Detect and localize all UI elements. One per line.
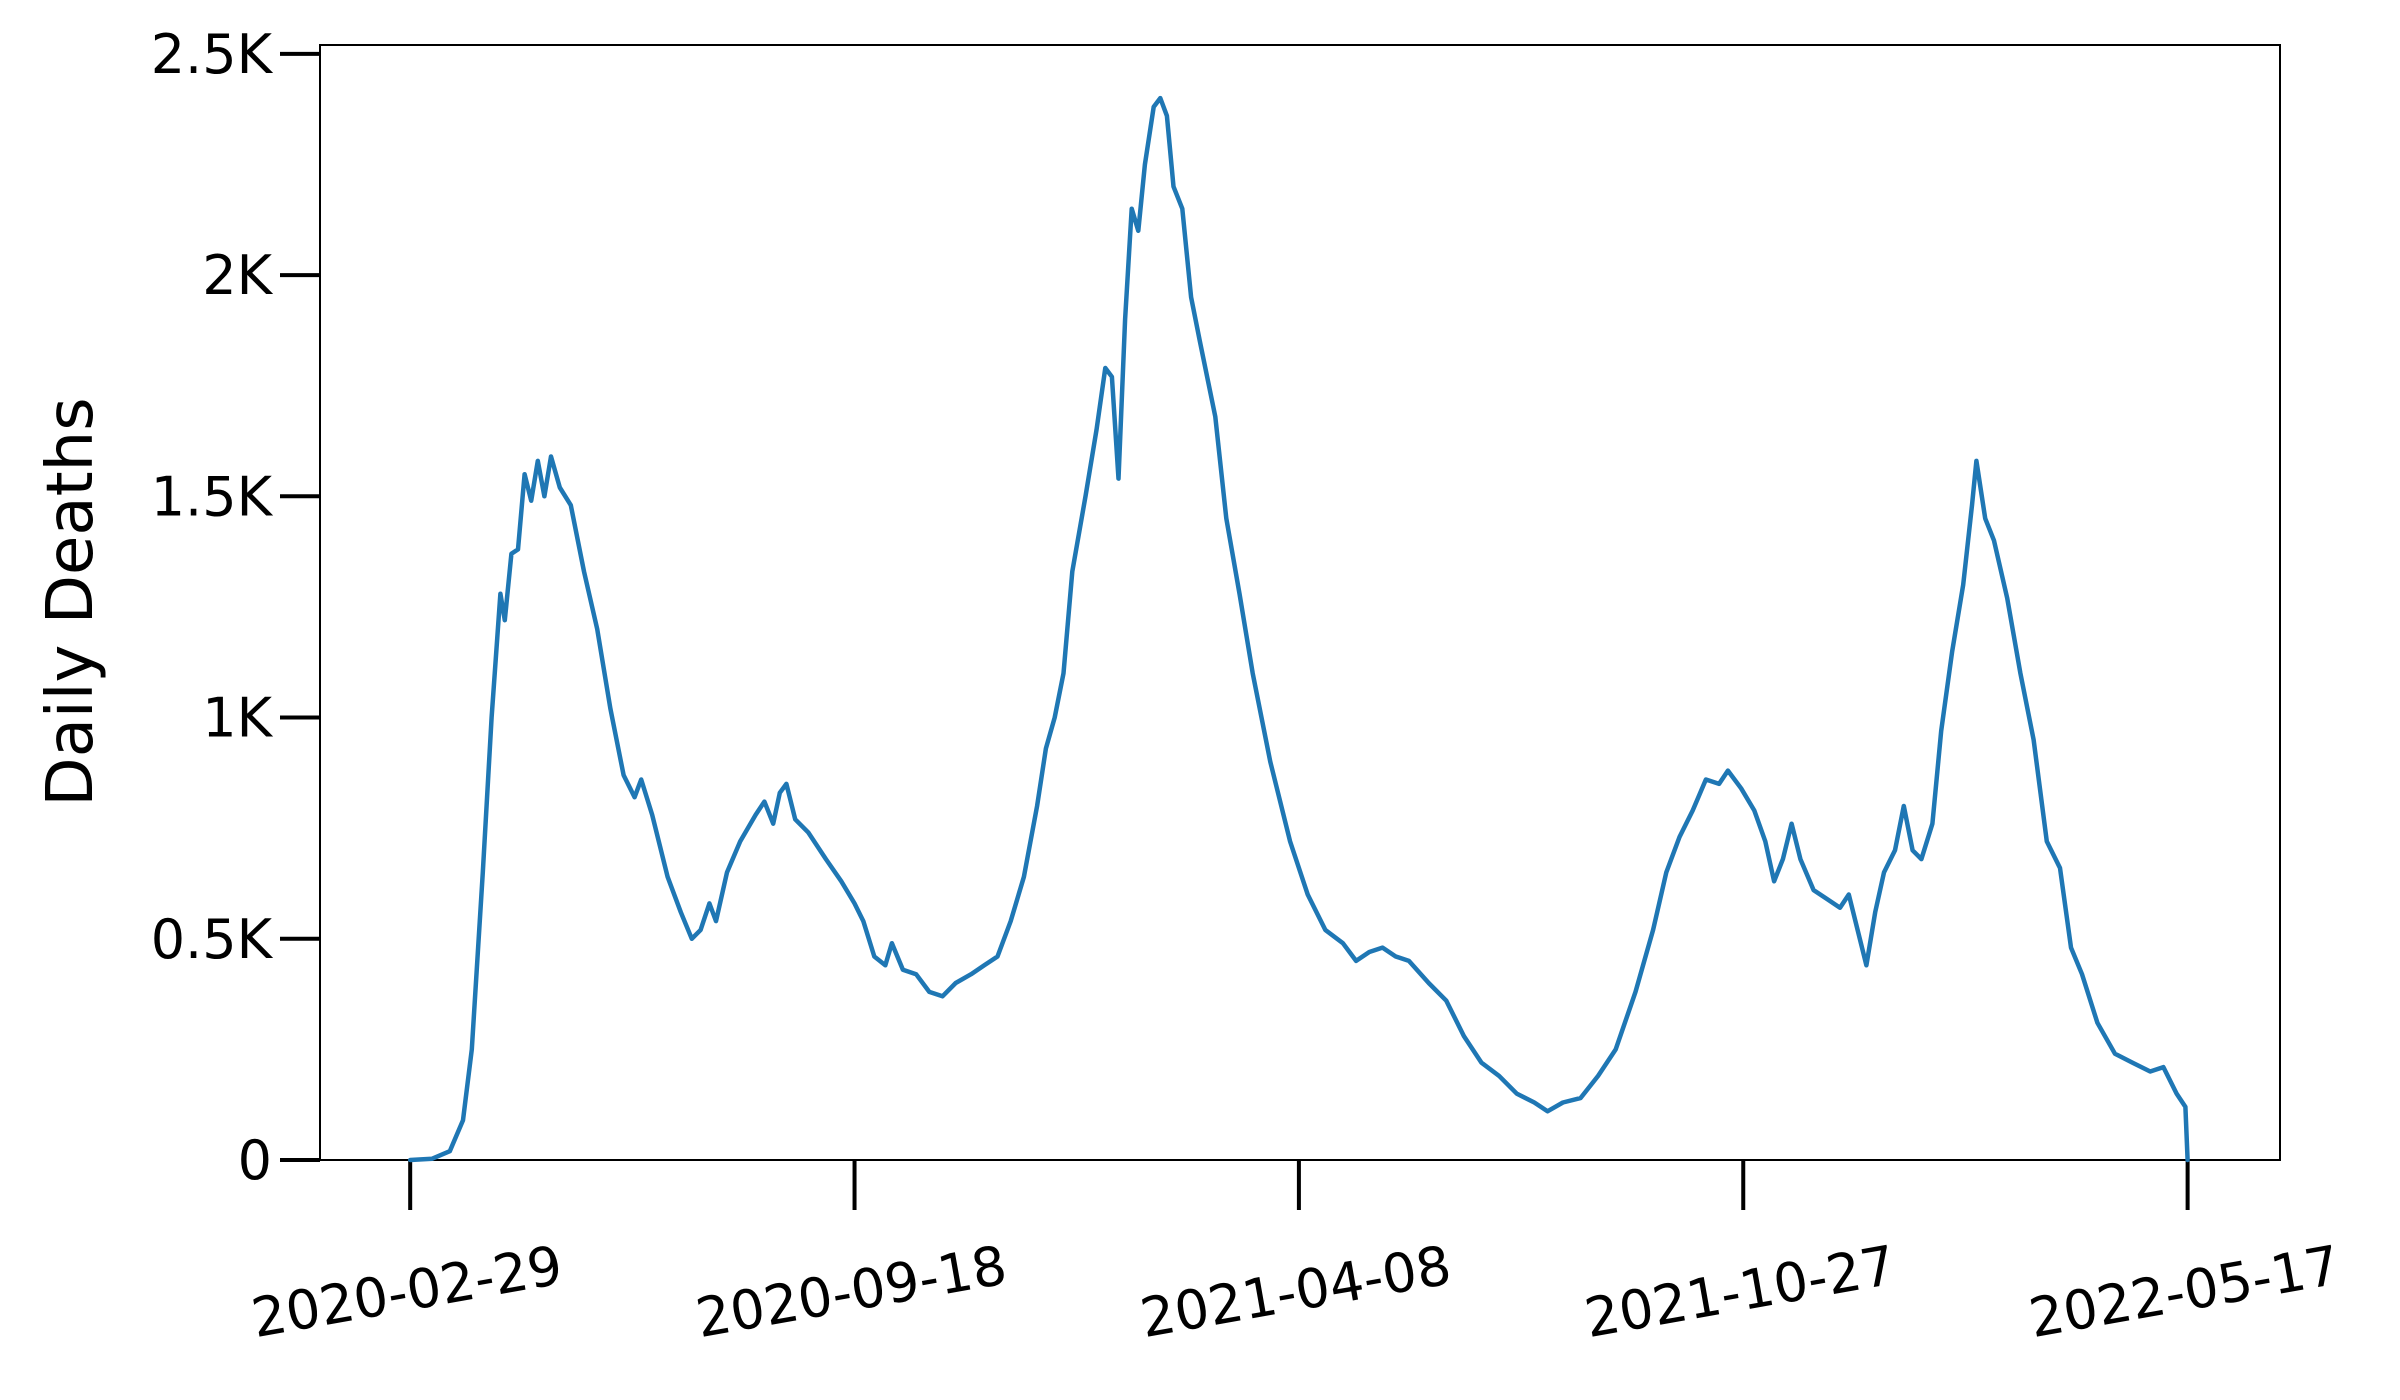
y-tick-label: 1.5K	[151, 465, 274, 528]
x-tick-label: 2021-04-08	[1136, 1234, 1456, 1351]
y-tick-label: 2.5K	[151, 23, 274, 86]
x-axis: 2020-02-29 2020-09-18 2021-04-08 2021-10-27…	[247, 1160, 2344, 1350]
y-axis: 0 0.5K 1K 1.5K 2K 2.5K	[151, 23, 320, 1192]
y-tick-label: 0	[238, 1129, 272, 1192]
x-tick-label: 2022-05-17	[2024, 1234, 2344, 1351]
y-axis-title: Daily Deaths	[34, 397, 108, 806]
x-tick-label: 2021-10-27	[1580, 1234, 1900, 1351]
plot-frame	[319, 44, 2281, 1161]
y-tick-label: 1K	[202, 687, 273, 750]
y-tick-label: 0.5K	[151, 908, 274, 971]
x-tick-label: 2020-02-29	[247, 1234, 567, 1351]
y-tick-label: 2K	[202, 244, 273, 307]
x-tick-label: 2020-09-18	[691, 1234, 1011, 1351]
daily-deaths-line	[407, 95, 2190, 1163]
